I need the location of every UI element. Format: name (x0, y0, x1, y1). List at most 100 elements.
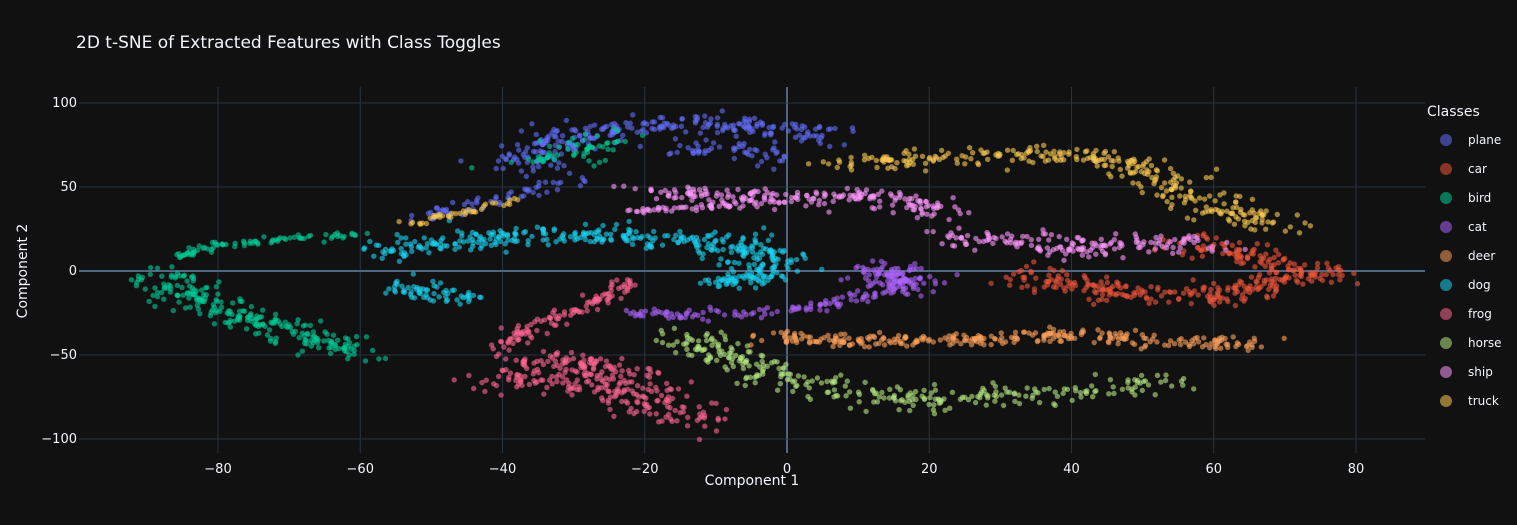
data-point (999, 335, 1005, 341)
data-point (722, 364, 728, 370)
data-point (1269, 278, 1275, 285)
data-point (1271, 262, 1277, 268)
data-point (296, 235, 303, 241)
data-point (751, 201, 758, 207)
data-point (1180, 290, 1187, 296)
data-point (838, 331, 844, 337)
data-point (758, 158, 765, 165)
data-point (739, 354, 745, 360)
data-point (826, 337, 833, 343)
data-point (836, 157, 842, 163)
data-point (746, 146, 753, 153)
data-point (329, 339, 335, 346)
data-point (873, 278, 879, 285)
series-cat[interactable] (623, 258, 960, 324)
data-point (817, 140, 824, 147)
scatter-points[interactable] (128, 108, 1361, 443)
data-point (632, 186, 638, 192)
data-point (1309, 272, 1315, 278)
legend-label: car (1468, 161, 1487, 176)
data-point (1291, 267, 1297, 273)
series-frog[interactable] (451, 277, 730, 443)
data-point (1293, 277, 1300, 283)
data-point (832, 379, 838, 385)
data-point (774, 269, 780, 276)
data-point (963, 154, 969, 160)
data-point (777, 381, 783, 387)
data-point (832, 125, 838, 132)
data-point (1213, 235, 1220, 241)
legend-item-truck[interactable]: truck (1427, 386, 1515, 415)
data-point (434, 284, 440, 290)
data-point (878, 258, 885, 265)
data-point (873, 157, 880, 164)
data-point (641, 120, 648, 126)
legend-marker (1440, 133, 1452, 146)
legend-item-horse[interactable]: horse (1427, 328, 1515, 357)
data-point (1254, 279, 1260, 285)
legend-item-cat[interactable]: cat (1427, 212, 1515, 241)
legend-item-plane[interactable]: plane (1427, 125, 1515, 154)
data-point (1221, 201, 1227, 207)
data-point (421, 235, 427, 241)
data-point (544, 330, 550, 337)
series-horse[interactable] (653, 325, 1197, 417)
data-point (605, 146, 611, 152)
data-point (296, 335, 302, 341)
data-point (748, 280, 754, 286)
data-point (972, 247, 978, 253)
data-point (1092, 371, 1099, 378)
data-point (617, 379, 624, 385)
data-point (911, 207, 918, 213)
data-point (498, 325, 504, 331)
data-point (771, 166, 777, 172)
series-bird[interactable] (128, 126, 646, 364)
data-point (769, 252, 776, 259)
data-point (970, 150, 976, 156)
data-point (874, 164, 880, 171)
data-point (965, 397, 972, 403)
series-dog[interactable] (361, 218, 825, 307)
data-point (803, 307, 809, 313)
data-point (834, 393, 841, 399)
data-point (463, 209, 469, 215)
data-point (902, 196, 908, 202)
data-point (862, 152, 868, 158)
data-point (737, 205, 743, 211)
data-point (876, 394, 882, 400)
series-plane[interactable] (408, 108, 856, 224)
data-point (534, 224, 541, 230)
data-point (1069, 243, 1075, 249)
data-point (715, 283, 721, 290)
data-point (641, 401, 647, 407)
series-deer[interactable] (748, 324, 1287, 354)
data-point (469, 165, 475, 171)
data-point (848, 162, 855, 168)
data-point (1203, 204, 1210, 210)
data-point (746, 198, 752, 204)
data-point (672, 136, 679, 142)
data-point (1004, 147, 1011, 153)
series-ship[interactable] (611, 183, 1248, 263)
legend-item-car[interactable]: car (1427, 154, 1515, 183)
legend-item-ship[interactable]: ship (1427, 357, 1515, 386)
chart-title: 2D t-SNE of Extracted Features with Clas… (76, 33, 501, 53)
data-point (846, 389, 853, 395)
data-point (863, 408, 869, 415)
data-point (560, 380, 566, 386)
data-point (655, 397, 661, 404)
data-point (1061, 157, 1067, 163)
data-point (420, 286, 426, 292)
legend-item-deer[interactable]: deer (1427, 241, 1515, 270)
data-point (759, 337, 765, 344)
legend-item-dog[interactable]: dog (1427, 270, 1515, 299)
data-point (307, 322, 313, 329)
legend-item-bird[interactable]: bird (1427, 183, 1515, 212)
data-point (638, 128, 644, 134)
data-point (664, 380, 670, 387)
data-point (1307, 223, 1314, 229)
data-point (760, 353, 766, 359)
legend-item-frog[interactable]: frog (1427, 299, 1515, 328)
series-truck[interactable] (396, 142, 1314, 236)
